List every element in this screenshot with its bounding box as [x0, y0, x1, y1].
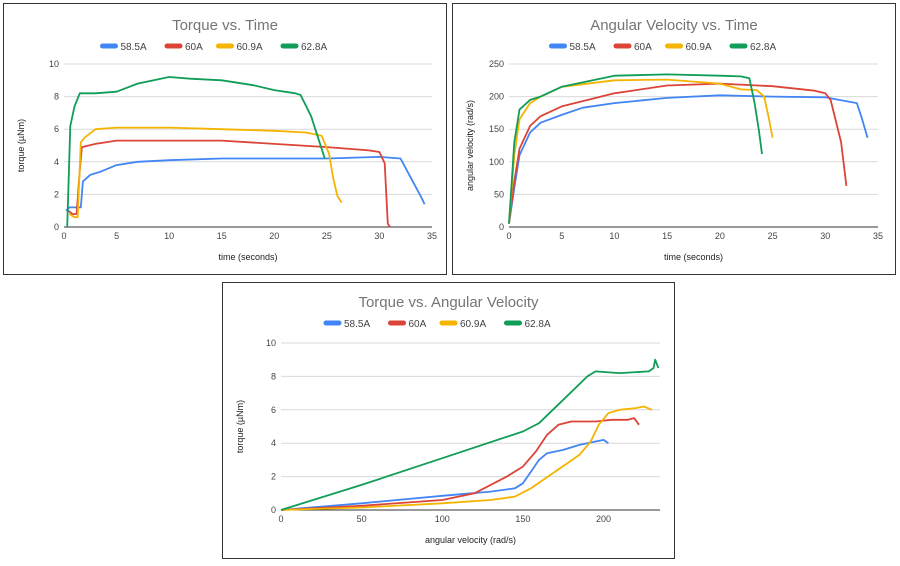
- series-line-58.5A: [280, 439, 609, 511]
- y-tick-label: 250: [489, 59, 504, 69]
- chart-panel-torque-time: Torque vs. Time 58.5A 60A 60.9A 62.8A 0 2 4 6 8 10…: [3, 3, 447, 275]
- x-tick-label: 20: [715, 231, 725, 241]
- x-tick-label: 30: [374, 231, 384, 241]
- chart-title: Torque vs. Angular Velocity: [358, 294, 539, 311]
- y-tick-label: 200: [489, 92, 504, 102]
- x-tick-label: 25: [768, 231, 778, 241]
- x-tick-label: 100: [435, 514, 450, 524]
- x-tick-label: 30: [820, 231, 830, 241]
- y-axis-label: torque (µNm): [235, 400, 245, 453]
- legend-label: 60.9A: [460, 319, 486, 330]
- x-tick-label: 50: [357, 514, 367, 524]
- y-tick-label: 8: [54, 92, 59, 102]
- x-tick-label: 0: [506, 231, 511, 241]
- legend-label: 62.8A: [525, 319, 551, 330]
- series-line-62.8A: [508, 73, 763, 224]
- y-tick-label: 150: [489, 124, 504, 134]
- y-tick-label: 0: [271, 505, 276, 515]
- series-line-60.9A: [280, 405, 653, 511]
- y-axis-label: torque (µNm): [16, 119, 26, 172]
- series-line-60A: [67, 139, 391, 228]
- chart-title: Angular Velocity vs. Time: [590, 17, 758, 34]
- x-tick-label: 0: [278, 514, 283, 524]
- series-line-60.9A: [508, 78, 774, 224]
- x-tick-label: 25: [322, 231, 332, 241]
- x-tick-label: 15: [217, 231, 227, 241]
- legend-label: 60A: [185, 42, 203, 53]
- x-tick-label: 20: [269, 231, 279, 241]
- angular-velocity-vs-time-chart: Angular Velocity vs. Time 58.5A 60A 60.9A 62…: [465, 17, 883, 262]
- legend-label: 62.8A: [301, 42, 327, 53]
- chart-title: Torque vs. Time: [172, 17, 278, 34]
- x-tick-label: 0: [61, 231, 66, 241]
- y-tick-label: 8: [271, 371, 276, 381]
- y-tick-label: 0: [54, 222, 59, 232]
- y-tick-label: 6: [271, 405, 276, 415]
- y-tick-label: 0: [499, 222, 504, 232]
- series-line-58.5A: [508, 94, 869, 224]
- legend-label: 58.5A: [121, 42, 147, 53]
- x-tick-label: 150: [515, 514, 530, 524]
- series-line-62.8A: [66, 76, 326, 228]
- x-tick-label: 10: [164, 231, 174, 241]
- legend-label: 60A: [409, 319, 427, 330]
- legend-label: 58.5A: [570, 42, 596, 53]
- x-tick-label: 10: [609, 231, 619, 241]
- chart-panel-torque-velocity: Torque vs. Angular Velocity 58.5A 60A 60.9A…: [222, 282, 675, 559]
- y-tick-label: 50: [494, 189, 504, 199]
- legend-label: 62.8A: [750, 42, 776, 53]
- y-tick-label: 4: [271, 438, 276, 448]
- series-line-58.5A: [65, 156, 426, 212]
- x-axis-label: angular velocity (rad/s): [425, 535, 516, 545]
- series-line-60A: [508, 82, 848, 224]
- torque-vs-angular-velocity-chart: Torque vs. Angular Velocity 58.5A 60A 60.9A…: [235, 294, 660, 545]
- x-tick-label: 200: [596, 514, 611, 524]
- x-tick-label: 35: [427, 231, 437, 241]
- torque-vs-time-chart: Torque vs. Time 58.5A 60A 60.9A 62.8A 0 2 4 6 8 10…: [16, 17, 437, 262]
- x-tick-label: 5: [559, 231, 564, 241]
- legend-label: 58.5A: [344, 319, 370, 330]
- legend-label: 60.9A: [686, 42, 712, 53]
- x-axis-label: time (seconds): [218, 252, 277, 262]
- y-tick-label: 10: [49, 59, 59, 69]
- y-tick-label: 100: [489, 157, 504, 167]
- x-tick-label: 5: [114, 231, 119, 241]
- y-tick-label: 4: [54, 157, 59, 167]
- series-line-60A: [280, 417, 640, 511]
- y-tick-label: 10: [266, 338, 276, 348]
- y-tick-label: 2: [54, 189, 59, 199]
- x-tick-label: 35: [873, 231, 883, 241]
- x-axis-label: time (seconds): [664, 252, 723, 262]
- chart-panel-velocity-time: Angular Velocity vs. Time 58.5A 60A 60.9A 62…: [452, 3, 896, 275]
- legend-label: 60.9A: [237, 42, 263, 53]
- y-tick-label: 6: [54, 124, 59, 134]
- legend-label: 60A: [634, 42, 652, 53]
- y-axis-label: angular velocity (rad/s): [465, 100, 475, 191]
- x-tick-label: 15: [662, 231, 672, 241]
- series-line-60.9A: [68, 126, 343, 219]
- series-line-62.8A: [280, 358, 660, 511]
- y-tick-label: 2: [271, 472, 276, 482]
